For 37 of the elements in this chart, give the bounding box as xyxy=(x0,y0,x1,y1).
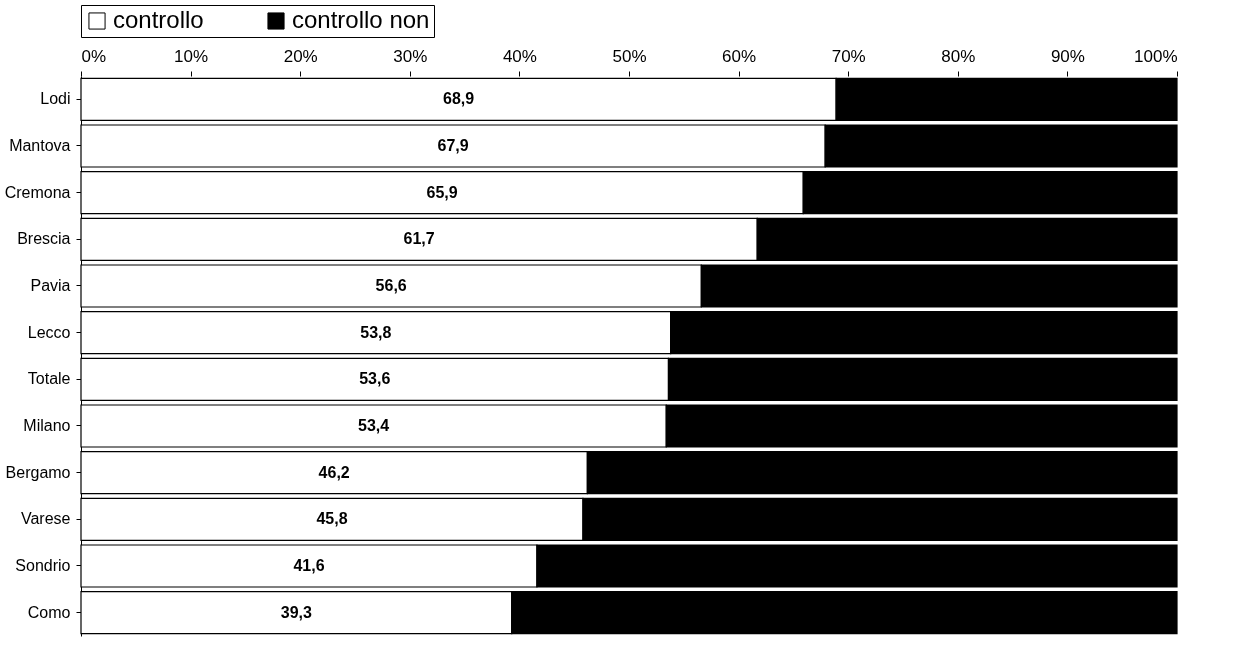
y-tick-label: Pavia xyxy=(30,277,71,294)
y-tick-label: Mantova xyxy=(9,137,71,154)
x-tick-label: 20% xyxy=(283,46,318,66)
data-label: 67,9 xyxy=(437,137,469,154)
y-tick-label: Como xyxy=(27,603,71,621)
x-tick-label: 80% xyxy=(941,46,976,66)
x-tick-label: 50% xyxy=(612,46,647,66)
x-tick-label: 0% xyxy=(81,46,107,66)
y-tick-label: Totale xyxy=(27,370,71,388)
x-tick-label: 40% xyxy=(502,46,537,66)
data-label: 56,6 xyxy=(375,277,407,294)
x-tick-label: 10% xyxy=(174,46,209,66)
data-label: 46,2 xyxy=(318,463,350,481)
y-tick-label: Lodi xyxy=(40,90,71,108)
legend-label: controllo non xyxy=(292,6,430,33)
data-label: 53,8 xyxy=(360,323,392,341)
legend-label: controllo xyxy=(113,6,204,33)
data-label: 39,3 xyxy=(280,603,313,621)
y-tick-label: Brescia xyxy=(17,230,71,248)
data-label: 45,8 xyxy=(316,510,348,528)
data-label: 65,9 xyxy=(426,183,458,201)
data-label: 53,4 xyxy=(358,417,390,434)
y-tick-label: Cremona xyxy=(4,183,71,201)
y-tick-label: Varese xyxy=(20,510,71,528)
x-tick-label: 90% xyxy=(1050,46,1085,66)
x-tick-label: 100% xyxy=(1134,46,1178,66)
data-label: 68,9 xyxy=(443,90,475,108)
data-label: 41,6 xyxy=(293,557,325,574)
data-label: 53,6 xyxy=(359,370,391,388)
y-tick-label: Milano xyxy=(23,417,71,434)
x-tick-label: 70% xyxy=(831,46,866,66)
data-label: 61,7 xyxy=(403,230,435,248)
x-tick-label: 30% xyxy=(393,46,428,66)
y-tick-label: Lecco xyxy=(27,323,71,341)
x-tick-label: 60% xyxy=(722,46,757,66)
y-tick-label: Sondrio xyxy=(15,557,71,574)
y-tick-label: Bergamo xyxy=(5,463,71,481)
